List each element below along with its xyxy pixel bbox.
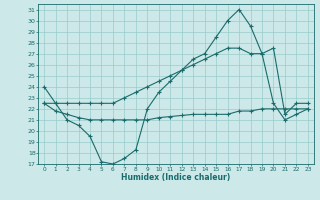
X-axis label: Humidex (Indice chaleur): Humidex (Indice chaleur) [121,173,231,182]
